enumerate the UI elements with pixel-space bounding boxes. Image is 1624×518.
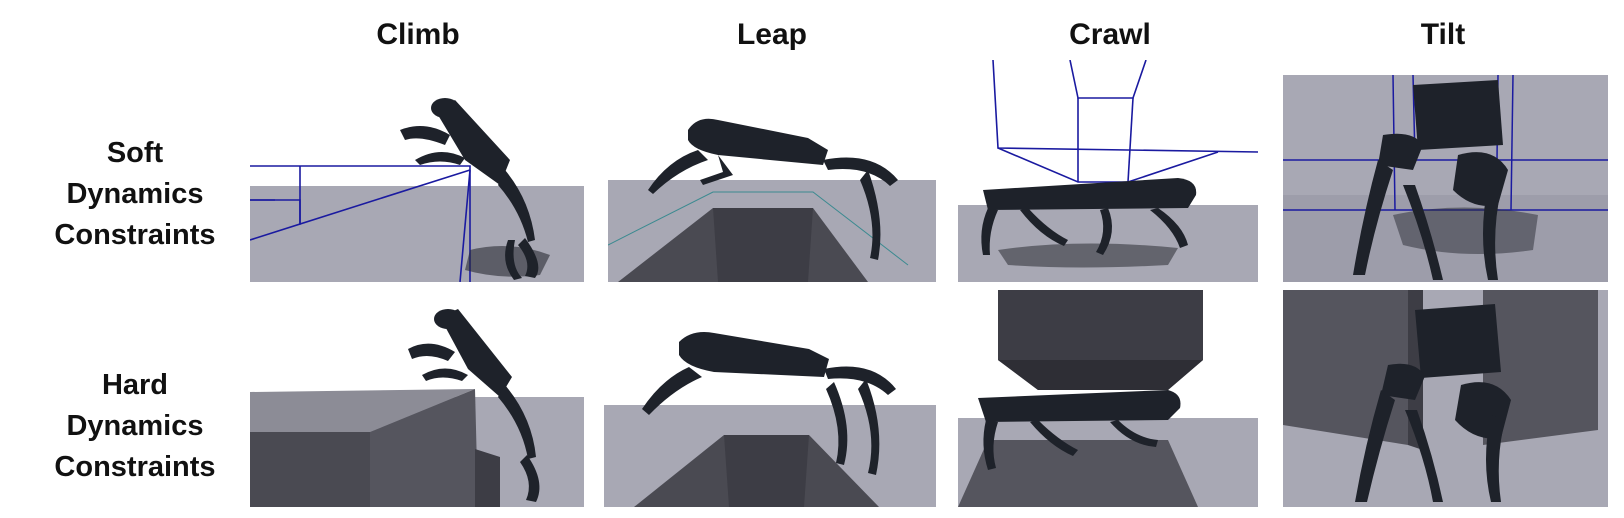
column-header-climb: Climb (376, 18, 460, 51)
column-header-tilt: Tilt (1420, 18, 1466, 51)
panel-leap-hard (604, 297, 936, 507)
row-label-soft: Soft Dynamics Constraints (20, 133, 250, 256)
panel-tilt-soft (1283, 75, 1608, 282)
column-header-crawl: Crawl (1069, 18, 1151, 51)
row-label-line: Soft (106, 137, 164, 169)
row-label-line: Constraints (54, 451, 216, 483)
column-header-leap: Leap (736, 18, 808, 51)
robot (408, 309, 540, 502)
shadow (998, 243, 1178, 268)
scene-climb-hard (250, 309, 584, 507)
panel-climb-hard (250, 297, 584, 507)
wireframe-box (250, 165, 471, 282)
row-label-hard: Hard Dynamics Constraints (20, 365, 250, 488)
scene-leap-soft (608, 118, 936, 282)
box-top (250, 389, 475, 432)
scene-climb-soft (250, 98, 584, 282)
box-front (250, 432, 370, 507)
scene-tilt-hard (1283, 290, 1608, 507)
pit-wall (713, 208, 813, 282)
right-wall (1483, 290, 1598, 445)
row-label-line: Dynamics (66, 178, 204, 210)
wireframe-ceiling (992, 60, 1258, 183)
robot (400, 98, 539, 280)
panel-tilt-hard (1283, 290, 1608, 507)
scene-crawl-hard (958, 290, 1258, 507)
pit-wall (724, 435, 809, 507)
shadow-block (475, 449, 500, 507)
ceiling-bevel (998, 360, 1203, 390)
robot (648, 118, 898, 260)
robot (1353, 80, 1508, 280)
panel-crawl-soft (958, 60, 1258, 282)
floor-shadow (958, 440, 1198, 507)
panel-crawl-hard (958, 290, 1258, 507)
robot (1355, 304, 1511, 502)
robot (981, 178, 1197, 255)
row-label-line: Constraints (54, 219, 216, 251)
panel-leap-soft (608, 90, 936, 282)
scene-tilt-soft (1283, 75, 1608, 282)
row-label-line: Hard (101, 369, 169, 401)
box-side (370, 389, 478, 507)
panel-climb-soft (250, 90, 584, 282)
wireframe-pit (608, 191, 909, 266)
scene-crawl-soft (958, 60, 1258, 282)
robot (978, 390, 1181, 470)
row-label-line: Dynamics (66, 410, 204, 442)
scene-leap-hard (604, 332, 936, 507)
robot (642, 332, 896, 475)
